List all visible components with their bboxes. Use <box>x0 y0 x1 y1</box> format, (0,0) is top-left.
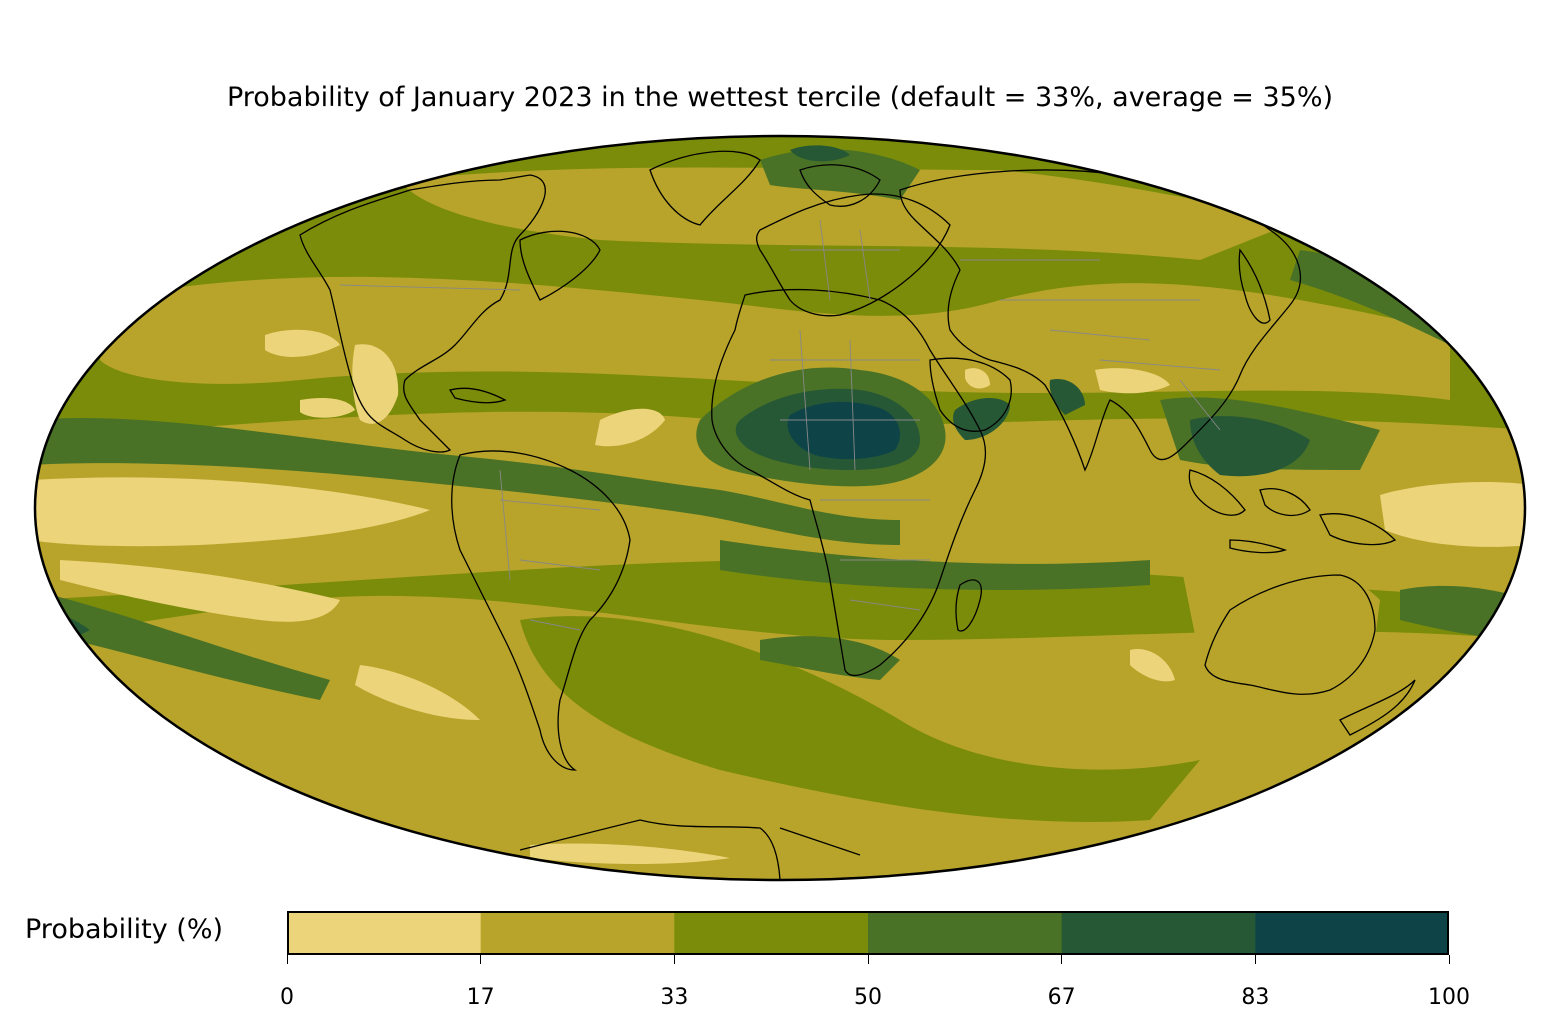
colorbar-tick-label: 50 <box>854 985 882 1010</box>
colorbar-swatch <box>1061 911 1256 955</box>
colorbar-swatch <box>287 911 482 955</box>
colorbar-tick <box>1254 955 1256 964</box>
colorbar-label: Probability (%) <box>25 914 224 945</box>
map-border <box>33 134 1527 882</box>
colorbar-tick-label: 33 <box>660 985 689 1010</box>
colorbar-tick-label: 0 <box>280 985 294 1010</box>
colorbar-tick <box>1448 955 1450 964</box>
colorbar-swatch <box>1255 911 1450 955</box>
mollweide-map-svg <box>33 134 1527 882</box>
colorbar-swatch <box>868 911 1063 955</box>
world-map <box>33 134 1527 882</box>
probability-field <box>35 136 1525 880</box>
colorbar-tick-label: 83 <box>1241 985 1270 1010</box>
colorbar-swatch <box>674 911 869 955</box>
colorbar-tick-label: 67 <box>1047 985 1076 1010</box>
colorbar-tick <box>1061 955 1063 964</box>
country-borders <box>339 219 1221 631</box>
colorbar-tick-label: 17 <box>466 985 495 1010</box>
colorbar-tick <box>480 955 482 964</box>
colorbar <box>287 911 1450 955</box>
colorbar-tick-label: 100 <box>1428 985 1470 1010</box>
colorbar-swatch <box>480 911 675 955</box>
colorbar-frame <box>287 911 1449 955</box>
colorbar-tick <box>673 955 675 964</box>
colorbar-swatches <box>287 911 1450 955</box>
colorbar-tick <box>867 955 869 964</box>
colorbar-tick <box>286 955 288 964</box>
map-title: Probability of January 2023 in the wette… <box>226 82 1334 113</box>
